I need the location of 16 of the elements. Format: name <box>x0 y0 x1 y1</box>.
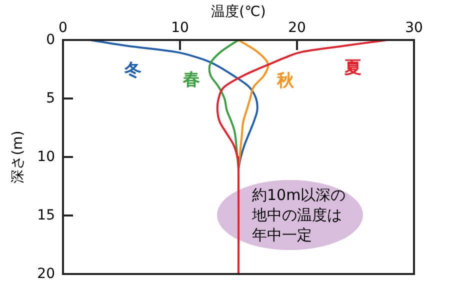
y-tick-label: 0 <box>46 32 55 48</box>
y-tick-label: 20 <box>37 266 55 282</box>
x-tick-label: 10 <box>171 20 189 36</box>
x-tick-label: 0 <box>58 20 68 36</box>
y-axis-title: 深さ(m) <box>10 130 26 184</box>
x-tick-label: 30 <box>405 20 423 36</box>
series-label: 秋 <box>276 70 295 91</box>
series-label: 春 <box>182 70 200 90</box>
y-tick-label: 5 <box>46 90 55 106</box>
y-tick-label: 10 <box>37 149 55 165</box>
x-tick-label: 20 <box>288 20 306 36</box>
x-axis-title: 温度(℃) <box>211 4 266 20</box>
series-label: 冬 <box>124 60 142 80</box>
series-label: 夏 <box>344 58 362 78</box>
annotation: 約10m以深の地中の温度は年中一定 <box>251 186 346 244</box>
y-tick-label: 15 <box>37 208 55 224</box>
